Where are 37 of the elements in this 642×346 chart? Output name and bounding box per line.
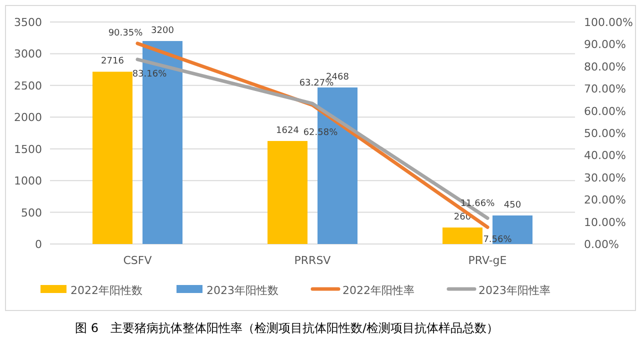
data-label: 450 — [504, 200, 522, 210]
data-label: 3200 — [151, 26, 174, 36]
y2-tick-label: 50.00% — [584, 127, 626, 140]
y-tick-label: 3500 — [14, 16, 42, 29]
y2-tick-label: 100.00% — [584, 16, 633, 29]
bar — [442, 228, 482, 244]
y2-tick-label: 20.00% — [584, 194, 626, 207]
legend-label: 2022年阳性率 — [342, 284, 414, 297]
legend-label: 2023年阳性数 — [206, 284, 278, 297]
y-tick-label: 2000 — [14, 111, 42, 124]
y-tick-label: 500 — [21, 206, 42, 220]
caption: 图 6 主要猪病抗体整体阳性率（检测项目抗体阳性数/检测项目抗体样品总数） — [75, 321, 498, 335]
y2-tick-label: 80.00% — [584, 60, 626, 74]
y2-tick-label: 30.00% — [584, 171, 626, 184]
y-tick-label: 1500 — [14, 142, 42, 156]
y2-tick-label: 60.00% — [584, 104, 626, 118]
y-tick-label: 3000 — [14, 48, 42, 61]
y2-tick-label: 90.00% — [584, 38, 626, 52]
legend-label: 2022年阳性数 — [70, 284, 142, 297]
data-label: 11.66% — [460, 199, 496, 210]
y2-tick-label: 70.00% — [584, 82, 626, 96]
y2-tick-label: 10.00% — [584, 216, 626, 229]
legend-label: 2023年阳性率 — [478, 284, 550, 297]
x-tick-label: PRRSV — [294, 254, 332, 267]
y-tick-label: 0 — [35, 238, 42, 251]
data-label: 2716 — [101, 56, 124, 67]
data-label: 90.35% — [108, 28, 144, 38]
y-tick-label: 1000 — [14, 174, 42, 188]
x-tick-label: CSFV — [123, 254, 152, 267]
y2-tick-label: 40.00% — [584, 149, 626, 162]
data-label: 63.27% — [299, 78, 334, 89]
data-label: 1624 — [276, 126, 300, 136]
y-tick-label: 2500 — [14, 79, 42, 92]
bar — [268, 140, 308, 244]
x-tick-label: PRV-gE — [468, 254, 507, 267]
y2-tick-label: 0.00% — [584, 238, 619, 251]
bar — [92, 72, 132, 244]
